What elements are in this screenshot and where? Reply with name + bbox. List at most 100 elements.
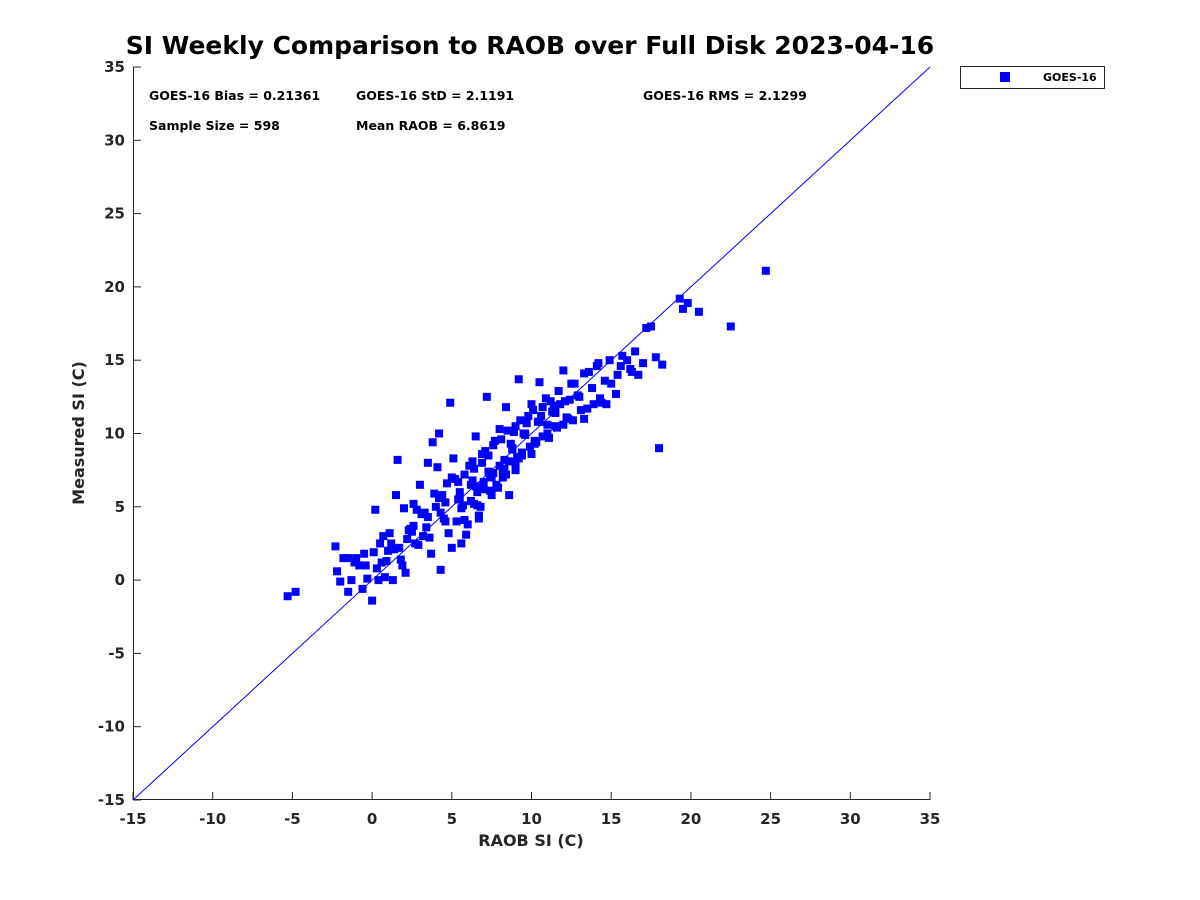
y-tick-label: 0	[115, 571, 125, 589]
data-point	[592, 362, 601, 371]
data-point	[460, 470, 469, 479]
data-point	[541, 394, 550, 403]
data-point	[454, 477, 463, 486]
data-point	[514, 375, 523, 384]
data-point	[626, 364, 635, 373]
data-point	[468, 476, 477, 485]
data-point	[494, 483, 503, 492]
data-point	[468, 457, 477, 466]
data-point	[430, 489, 439, 498]
data-point	[414, 540, 423, 549]
data-point	[474, 511, 483, 520]
data-point	[291, 587, 300, 596]
x-tick-label: -15	[119, 810, 146, 828]
x-tick-label: 5	[447, 810, 457, 828]
legend-box	[960, 66, 1105, 89]
data-point	[647, 322, 656, 331]
data-point	[639, 359, 648, 368]
data-point	[473, 488, 482, 497]
x-tick-label: 0	[367, 810, 377, 828]
data-point	[500, 464, 509, 473]
data-point	[355, 561, 364, 570]
data-point	[454, 495, 463, 504]
data-point	[350, 558, 359, 567]
x-ticks: -15 -10 -5 0 5 10 15 20 25 30 35	[119, 792, 940, 828]
data-point	[509, 428, 518, 437]
data-point	[344, 587, 353, 596]
data-point	[358, 584, 367, 593]
data-point	[444, 529, 453, 538]
data-point	[435, 494, 444, 503]
data-point	[412, 505, 421, 514]
y-tick-label: -15	[98, 791, 125, 809]
y-tick-label: 20	[104, 278, 125, 296]
data-point	[554, 386, 563, 395]
data-point	[484, 451, 493, 460]
data-point	[605, 356, 614, 365]
data-point	[487, 491, 496, 500]
data-point	[613, 370, 622, 379]
data-point	[588, 384, 597, 393]
data-point	[399, 504, 408, 513]
data-point	[683, 299, 692, 308]
sample-size-stat: Sample Size = 598	[149, 118, 280, 133]
data-point	[553, 423, 562, 432]
data-point	[530, 439, 539, 448]
data-point	[441, 498, 450, 507]
data-point	[489, 441, 498, 450]
data-point	[576, 406, 585, 415]
data-point	[505, 457, 514, 466]
data-point	[479, 485, 488, 494]
rms-stat: GOES-16 RMS = 2.1299	[643, 88, 807, 103]
data-point	[607, 379, 616, 388]
y-ticks: -15 -10 -5 0 5 10 15 20 25 30 35	[98, 58, 141, 809]
data-point	[379, 532, 388, 541]
data-point	[565, 395, 574, 404]
data-point	[409, 499, 418, 508]
data-point	[372, 564, 381, 573]
data-point	[525, 442, 534, 451]
data-point	[761, 266, 770, 275]
data-point	[522, 419, 531, 428]
data-point	[517, 448, 526, 457]
data-point	[344, 554, 353, 563]
data-point	[514, 454, 523, 463]
y-tick-label: -10	[98, 718, 125, 736]
data-point	[543, 420, 552, 429]
data-point	[489, 469, 498, 478]
data-point	[466, 480, 475, 489]
data-point	[409, 521, 418, 530]
data-point	[543, 429, 552, 438]
data-point	[441, 517, 450, 526]
x-tick-label: 35	[920, 810, 941, 828]
data-point	[524, 411, 533, 420]
data-point	[352, 554, 361, 563]
data-point	[559, 420, 568, 429]
data-point	[369, 548, 378, 557]
data-point	[390, 545, 399, 554]
data-point	[726, 322, 735, 331]
data-point	[490, 436, 499, 445]
data-point	[368, 596, 377, 605]
data-point	[435, 429, 444, 438]
data-point	[423, 513, 432, 522]
data-point	[462, 530, 471, 539]
data-point	[559, 366, 568, 375]
data-point	[436, 508, 445, 517]
data-point	[371, 505, 380, 514]
data-point	[616, 362, 625, 371]
data-points	[283, 266, 770, 605]
data-point	[556, 400, 565, 409]
data-point	[393, 455, 402, 464]
data-point	[508, 445, 517, 454]
std-stat: GOES-16 StD = 2.1191	[356, 88, 514, 103]
data-point	[511, 460, 520, 469]
data-point	[433, 463, 442, 472]
data-point	[568, 416, 577, 425]
data-point	[589, 400, 598, 409]
data-point	[333, 567, 342, 576]
data-point	[478, 458, 487, 467]
data-point	[401, 568, 410, 577]
data-point	[419, 532, 428, 541]
data-point	[427, 549, 436, 558]
